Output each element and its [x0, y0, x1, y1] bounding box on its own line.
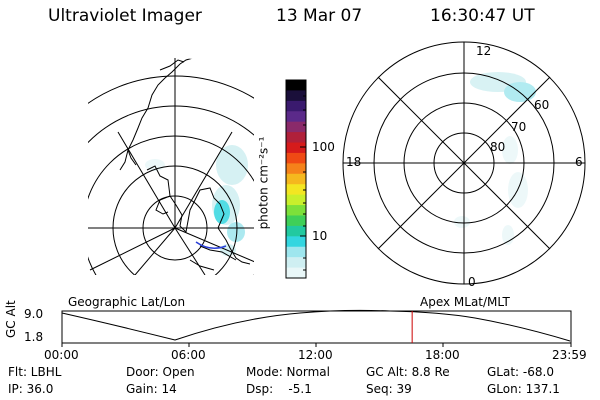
mlat-label-80: 80: [490, 140, 506, 154]
terminator-line: [195, 241, 227, 249]
colorbar-swatch: [286, 121, 306, 133]
info-dsp: Dsp: -5.1: [246, 382, 312, 396]
colorbar-swatch: [286, 205, 306, 217]
info-seq: Seq: 39: [366, 382, 412, 396]
geographic-map: [88, 58, 254, 275]
colorbar-swatch: [286, 194, 306, 206]
colorbar-tick-10: 10: [312, 229, 328, 243]
colorbar: [285, 79, 307, 279]
colorbar-unit-label: photon cm⁻²s⁻¹: [256, 136, 271, 230]
colorbar-tick-100: 100: [312, 140, 335, 154]
mlat-label-70: 70: [511, 120, 527, 134]
info-gain: Gain: 14: [126, 382, 177, 396]
colorbar-swatch: [286, 80, 306, 92]
colorbar-swatch: [286, 163, 306, 175]
timeline-y-tick-9: 9.0: [24, 307, 44, 321]
colorbar-swatch: [286, 267, 306, 279]
coastlines: [119, 58, 251, 271]
colorbar-swatch: [286, 132, 306, 144]
mlt-label-6: 6: [575, 155, 583, 169]
timeline-x-tick-0600: 06:00: [171, 348, 206, 362]
geo-meridians: [88, 58, 254, 275]
colorbar-swatch: [286, 173, 306, 185]
mlat-label-60: 60: [534, 98, 550, 112]
timeline-x-tick-2359: 23:59: [552, 348, 587, 362]
timeline-x-tick-0000: 00:00: [44, 348, 79, 362]
mlt-label-0: 0: [468, 275, 476, 289]
info-filter: Flt: LBHL: [8, 365, 62, 379]
mlt-label-18: 18: [346, 155, 362, 169]
timeline-y-tick-1-8: 1.8: [24, 330, 44, 344]
timeline-x-tick-1200: 12:00: [298, 348, 333, 362]
info-mode: Mode: Normal: [246, 365, 330, 379]
aurora-emission-geo: [145, 145, 248, 256]
info-gc-alt: GC Alt: 8.8 Re: [366, 365, 450, 379]
time-label: 16:30:47 UT: [430, 6, 535, 26]
instrument-title: Ultraviolet Imager: [48, 6, 202, 26]
colorbar-swatch: [286, 111, 306, 123]
colorbar-swatch: [286, 225, 306, 237]
altitude-curve: [61, 309, 571, 342]
timeline-y-label: GC Alt: [4, 300, 18, 338]
colorbar-swatch: [286, 246, 306, 258]
info-glon: GLon: 137.1: [487, 382, 560, 396]
colorbar-swatch: [286, 184, 306, 196]
colorbar-swatch: [286, 90, 306, 102]
polar-grid: [342, 41, 586, 285]
colorbar-swatch: [286, 142, 306, 154]
info-glat: GLat: -68.0: [487, 365, 554, 379]
date-label: 13 Mar 07: [276, 6, 363, 26]
info-ip: IP: 36.0: [8, 382, 54, 396]
geo-map-label: Geographic Lat/Lon: [68, 295, 186, 309]
polar-map: [342, 41, 586, 285]
mlt-label-12: 12: [476, 44, 492, 58]
altitude-timeline: [61, 309, 572, 347]
colorbar-swatch: [286, 152, 306, 164]
colorbar-swatch: [286, 236, 306, 248]
colorbar-swatch: [286, 100, 306, 112]
info-door: Door: Open: [126, 365, 195, 379]
polar-map-label: Apex MLat/MLT: [420, 295, 510, 309]
colorbar-swatch: [286, 257, 306, 269]
colorbar-swatch: [286, 215, 306, 227]
timeline-x-tick-1800: 18:00: [425, 348, 460, 362]
